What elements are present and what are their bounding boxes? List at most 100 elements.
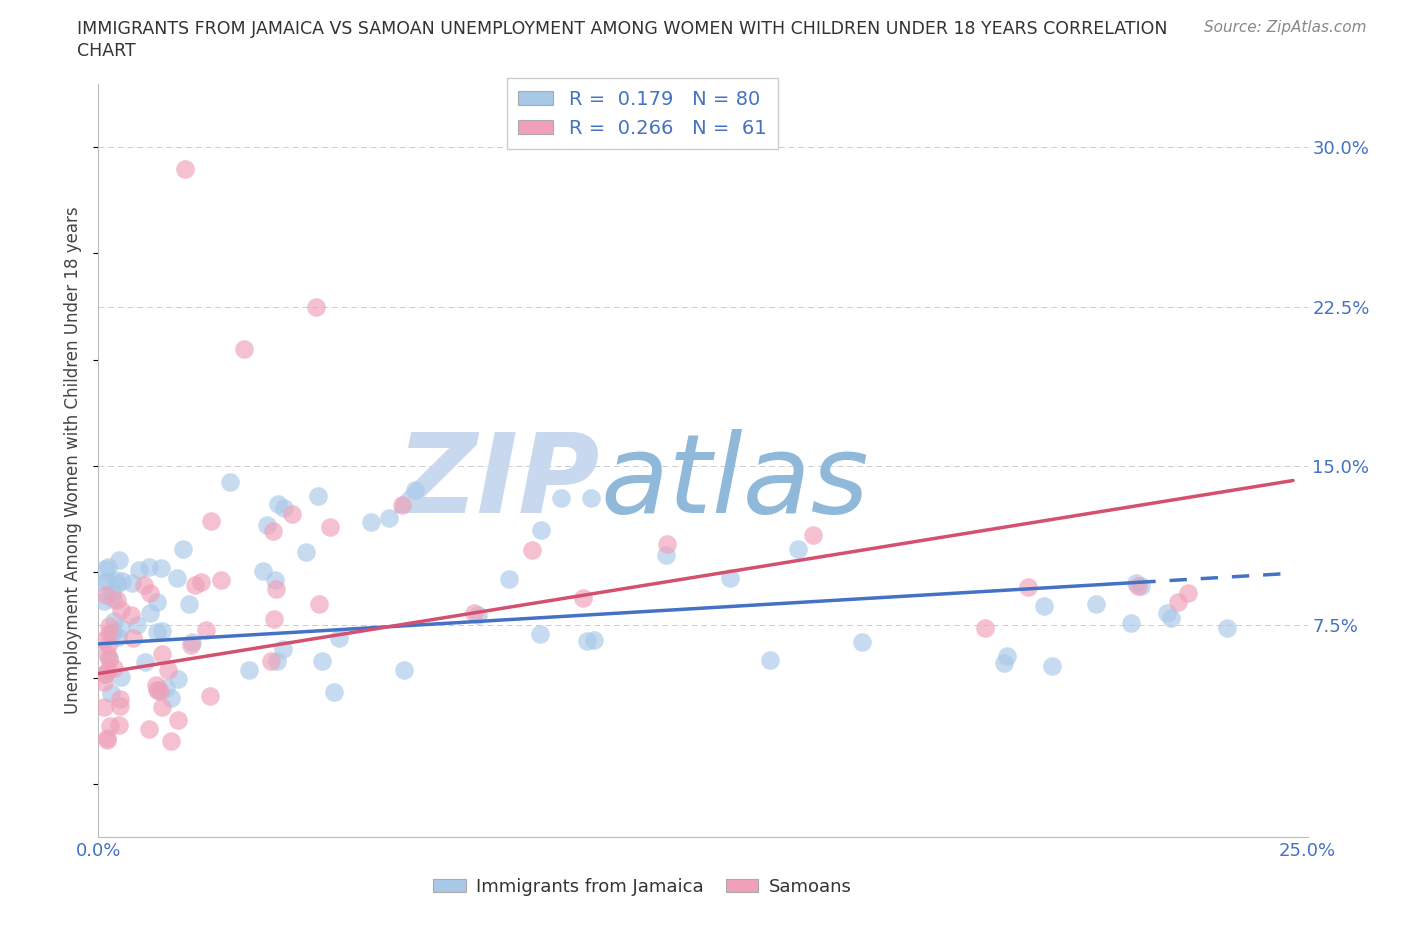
Point: [149, 561, 172, 576]
Point: [378, 511, 401, 525]
Point: [103, 614, 125, 629]
Point: [263, 611, 285, 626]
Point: [1156, 605, 1178, 620]
Point: [107, 552, 129, 567]
Point: [177, 596, 200, 611]
Point: [98, 719, 121, 734]
Point: [974, 620, 997, 635]
Point: [174, 161, 197, 176]
Point: [152, 623, 174, 638]
Point: [101, 591, 124, 606]
Point: [120, 608, 142, 623]
Point: [323, 684, 346, 699]
Point: [995, 649, 1018, 664]
Text: ZIP: ZIP: [396, 430, 600, 537]
Point: [1125, 576, 1147, 591]
Point: [97, 662, 120, 677]
Point: [256, 517, 278, 532]
Point: [160, 734, 183, 749]
Point: [266, 654, 288, 669]
Point: [149, 684, 172, 698]
Point: [266, 582, 288, 597]
Point: [96, 732, 118, 747]
Point: [96, 647, 118, 662]
Point: [134, 578, 156, 592]
Point: [260, 653, 283, 668]
Point: [529, 627, 551, 642]
Point: [180, 635, 202, 650]
Point: [307, 489, 329, 504]
Point: [97, 560, 120, 575]
Point: [575, 633, 598, 648]
Point: [110, 603, 132, 618]
Point: [93, 562, 115, 577]
Point: [759, 652, 782, 667]
Point: [550, 490, 572, 505]
Point: [97, 618, 120, 633]
Point: [583, 633, 606, 648]
Point: [98, 625, 121, 640]
Point: [801, 527, 824, 542]
Text: atlas: atlas: [600, 430, 869, 537]
Y-axis label: Unemployment Among Women with Children Under 18 years: Unemployment Among Women with Children U…: [65, 206, 83, 714]
Point: [105, 592, 128, 607]
Point: [105, 577, 128, 591]
Point: [1216, 621, 1239, 636]
Point: [530, 523, 553, 538]
Point: [93, 632, 115, 647]
Text: IMMIGRANTS FROM JAMAICA VS SAMOAN UNEMPLOYMENT AMONG WOMEN WITH CHILDREN UNDER 1: IMMIGRANTS FROM JAMAICA VS SAMOAN UNEMPL…: [77, 20, 1168, 38]
Point: [281, 506, 304, 521]
Point: [1177, 586, 1199, 601]
Point: [96, 573, 118, 588]
Point: [273, 500, 295, 515]
Text: Source: ZipAtlas.com: Source: ZipAtlas.com: [1204, 20, 1367, 35]
Point: [195, 622, 218, 637]
Point: [404, 482, 426, 497]
Point: [122, 631, 145, 645]
Point: [93, 667, 115, 682]
Point: [145, 678, 167, 693]
Point: [97, 638, 120, 653]
Point: [97, 651, 120, 666]
Point: [319, 520, 342, 535]
Point: [138, 560, 160, 575]
Point: [110, 670, 132, 684]
Point: [1084, 597, 1107, 612]
Point: [108, 717, 131, 732]
Point: [98, 651, 121, 666]
Point: [134, 655, 156, 670]
Point: [264, 573, 287, 588]
Text: CHART: CHART: [77, 42, 136, 60]
Point: [156, 663, 179, 678]
Point: [93, 576, 115, 591]
Point: [103, 661, 125, 676]
Point: [295, 545, 318, 560]
Point: [101, 585, 124, 600]
Point: [138, 722, 160, 737]
Point: [93, 699, 115, 714]
Point: [252, 564, 274, 578]
Point: [184, 578, 207, 592]
Point: [1129, 578, 1152, 593]
Point: [655, 548, 678, 563]
Point: [1033, 598, 1056, 613]
Point: [146, 683, 169, 698]
Point: [108, 691, 131, 706]
Point: [167, 671, 190, 686]
Point: [200, 689, 222, 704]
Point: [467, 607, 489, 622]
Point: [150, 646, 173, 661]
Point: [308, 596, 330, 611]
Point: [520, 543, 543, 558]
Point: [787, 541, 810, 556]
Point: [146, 595, 169, 610]
Point: [655, 537, 678, 551]
Point: [107, 630, 129, 644]
Point: [155, 681, 177, 696]
Point: [93, 593, 115, 608]
Point: [209, 573, 232, 588]
Point: [718, 571, 741, 586]
Point: [391, 498, 413, 512]
Point: [1128, 578, 1150, 593]
Point: [100, 625, 122, 640]
